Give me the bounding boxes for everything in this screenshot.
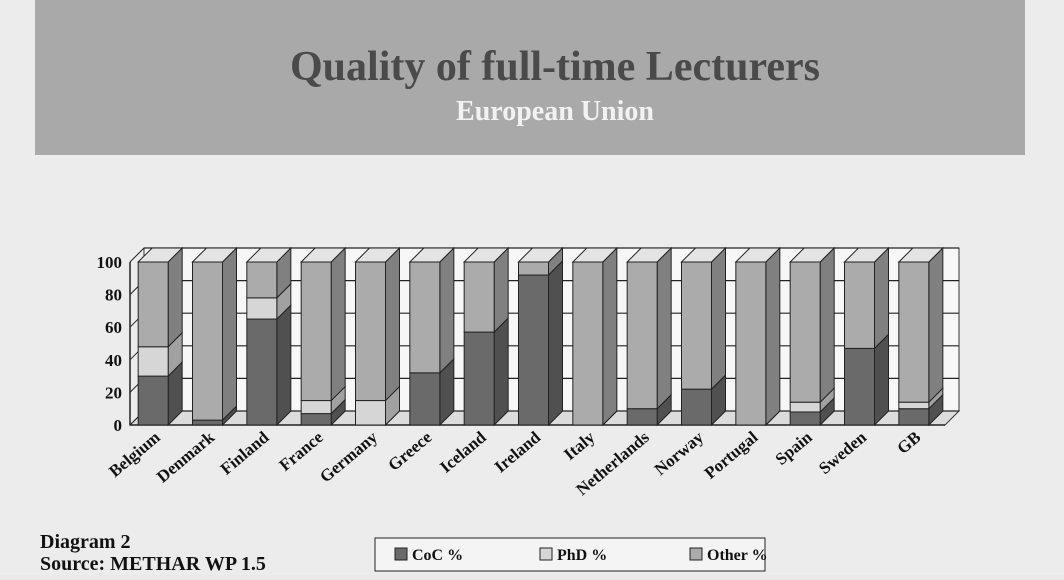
bar-segment [626, 261, 658, 410]
bar-top [843, 247, 890, 263]
bar-top [408, 247, 456, 263]
legend-label: CoC % [412, 547, 463, 564]
bar-top [734, 247, 782, 263]
bar-side [167, 246, 183, 348]
bar-side [874, 246, 889, 350]
y-tick-label: 0 [114, 416, 123, 435]
bar-top [571, 247, 619, 263]
y-tick-label: 40 [105, 351, 122, 370]
bar-top [788, 247, 836, 263]
bar-segment [463, 331, 495, 426]
y-tick-label: 100 [97, 253, 123, 272]
bar-top [625, 247, 673, 263]
bar-top [354, 247, 401, 263]
bar-side [493, 316, 509, 427]
bar-side [765, 246, 781, 427]
bar-side [548, 259, 563, 427]
bar-top [897, 247, 945, 263]
y-tick-label: 80 [105, 286, 122, 305]
bar-segment [898, 261, 930, 403]
bar-side [330, 246, 346, 402]
bar-side [602, 246, 618, 427]
bar-side [222, 246, 237, 422]
bar-top [299, 247, 347, 263]
bar-side [439, 246, 455, 375]
legend-swatch [539, 547, 553, 561]
bar-segment [572, 261, 604, 426]
bar-segment [626, 408, 658, 426]
bar-segment [300, 261, 332, 402]
bar-segment [518, 274, 549, 426]
bar-segment [137, 375, 169, 426]
y-tick-label: 60 [105, 318, 122, 337]
bar-segment [137, 346, 169, 377]
bar-segment [789, 401, 821, 413]
bar-segment [192, 419, 223, 426]
legend-swatch [689, 547, 703, 561]
source: Source: METHAR WP 1.5 [40, 553, 266, 575]
bar-segment [246, 261, 278, 299]
bar-segment [789, 411, 821, 426]
bar-side [493, 246, 509, 334]
bar-segment [735, 261, 767, 426]
bar-top [680, 247, 727, 263]
legend-swatch [394, 547, 408, 561]
bar-segment [355, 400, 386, 426]
bar-segment [463, 261, 495, 333]
bar-side [819, 246, 835, 404]
bar-segment [409, 261, 441, 374]
bar-segment [246, 318, 278, 426]
bar-segment [789, 261, 821, 403]
y-tick-label: 20 [105, 383, 122, 402]
bar-segment [409, 372, 441, 426]
bar-segment [192, 261, 223, 421]
bar-segment [898, 408, 930, 426]
bar-top [517, 247, 564, 263]
bar-top [136, 247, 184, 263]
bar-segment [300, 400, 332, 415]
chart-title: Quality of full-time Lecturers [290, 44, 820, 90]
bar-segment [137, 261, 169, 348]
bar-segment [355, 261, 386, 402]
bar-side [711, 246, 726, 391]
bar-side [656, 246, 672, 410]
caption: Diagram 2 [40, 531, 131, 553]
bar-segment [844, 347, 875, 426]
bar-side [928, 246, 944, 404]
bar-segment [518, 261, 549, 276]
bar-segment [300, 413, 332, 426]
bar-segment [844, 261, 875, 349]
bar-side [874, 333, 889, 427]
bar-top [245, 247, 293, 263]
legend-label: Other % [707, 547, 768, 564]
bar-segment [246, 297, 278, 320]
bar-top [191, 247, 238, 263]
bar-segment [898, 401, 930, 410]
bar-segment [681, 261, 712, 390]
bar-side [385, 246, 400, 402]
bar-segment [681, 388, 712, 426]
grid-line-depth [129, 247, 145, 263]
bar-side [276, 303, 292, 427]
bar-top [462, 247, 510, 263]
title-banner [35, 0, 1025, 155]
chart-subtitle: European Union [456, 96, 654, 127]
legend-label: PhD % [557, 547, 607, 564]
